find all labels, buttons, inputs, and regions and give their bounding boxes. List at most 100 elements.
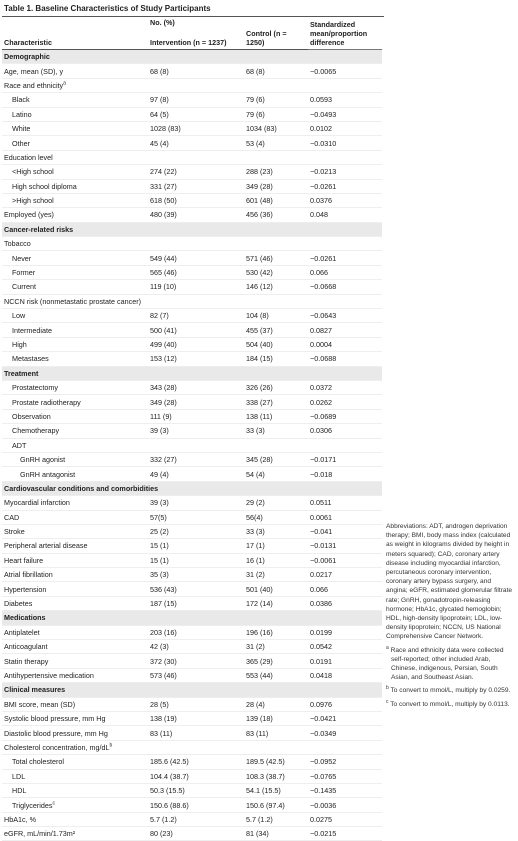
cell: 39 (3) bbox=[148, 495, 244, 511]
cell-text: 499 (40) bbox=[150, 340, 177, 349]
table-row: Antiplatelet 203 (16) 196 (16) 0.0199 bbox=[2, 625, 383, 641]
cell: 1028 (83) bbox=[148, 121, 244, 137]
cell: 187 (15) bbox=[148, 596, 244, 612]
row-label: High school diploma bbox=[2, 179, 148, 194]
cell-text: 504 (40) bbox=[246, 340, 273, 349]
cell: −0.0261 bbox=[308, 250, 383, 266]
row-label: GnRH agonist bbox=[2, 452, 148, 468]
label-text: Latino bbox=[12, 109, 32, 119]
row-label: HbA1c, % bbox=[2, 812, 148, 828]
cell: 53 (4) bbox=[244, 135, 309, 151]
cell: 15 (1) bbox=[148, 538, 244, 554]
cell: 504 (40) bbox=[244, 337, 309, 353]
cell: 29 (2) bbox=[244, 495, 309, 511]
cell-text: 79 (6) bbox=[246, 95, 265, 105]
label-text: CAD bbox=[4, 512, 20, 522]
label-text: Prostate radiotherapy bbox=[12, 397, 81, 407]
cell-text: 35 (3) bbox=[150, 570, 169, 580]
cell: −0.0061 bbox=[308, 553, 383, 569]
cell: 0.048 bbox=[308, 207, 383, 223]
cell bbox=[244, 78, 309, 94]
table-row: Race and ethnicitya bbox=[2, 78, 383, 94]
cell-text: 5.7 (1.2) bbox=[150, 814, 177, 824]
table-row: Statin therapy 372 (30) 365 (29) 0.0191 bbox=[2, 653, 383, 669]
footnote: Abbreviations: ADT, androgen deprivation… bbox=[386, 522, 514, 642]
cell: −0.0131 bbox=[308, 538, 383, 554]
footnote-marker: a bbox=[63, 80, 66, 87]
cell: 138 (11) bbox=[244, 409, 309, 425]
cell: 82 (7) bbox=[148, 308, 244, 324]
cell-text: 64 (5) bbox=[150, 109, 169, 119]
cell: 349 (28) bbox=[244, 179, 309, 194]
row-label: Intermediate bbox=[2, 322, 148, 338]
row-label: Hypertension bbox=[2, 581, 148, 597]
cell: −0.0668 bbox=[308, 279, 383, 295]
cell: 0.066 bbox=[308, 581, 383, 597]
row-label: Age, mean (SD), y bbox=[2, 63, 148, 79]
cell-text: 203 (16) bbox=[150, 627, 177, 637]
cell-text: 0.0306 bbox=[310, 426, 332, 436]
cell-text: 345 (28) bbox=[246, 455, 273, 465]
cell: −0.0689 bbox=[308, 409, 383, 425]
section-label: Treatment bbox=[2, 365, 383, 381]
table-row: Intermediate 500 (41) 455 (37) 0.0827 bbox=[2, 322, 383, 338]
row-label: Chemotherapy bbox=[2, 423, 148, 439]
cell-text: 0.048 bbox=[310, 210, 329, 220]
section-row: Clinical measures bbox=[2, 682, 383, 698]
footnotes: Abbreviations: ADT, androgen deprivation… bbox=[386, 522, 514, 713]
table-row: Tobacco bbox=[2, 236, 383, 252]
cell-text: 39 (3) bbox=[150, 498, 169, 508]
cell-text: −0.018 bbox=[310, 469, 333, 479]
cell-text: −0.0349 bbox=[310, 728, 337, 738]
table-row: HDL 50.3 (15.5) 54.1 (15.5) −0.1435 bbox=[2, 783, 383, 799]
cell-text: 456 (36) bbox=[246, 210, 273, 220]
cell-text: 187 (15) bbox=[150, 599, 177, 609]
cell: 455 (37) bbox=[244, 322, 309, 338]
cell: 79 (6) bbox=[244, 92, 309, 108]
cell-text: 54 (4) bbox=[246, 469, 265, 479]
cell-text: 331 (27) bbox=[150, 181, 177, 191]
cell bbox=[244, 438, 309, 453]
cell: 81 (34) bbox=[244, 826, 309, 841]
cell-text: 17 (1) bbox=[246, 541, 265, 551]
table: No. (%) Standardized mean/proportion dif… bbox=[2, 18, 383, 841]
cell-text: 39 (3) bbox=[150, 426, 169, 436]
cell: 54 (4) bbox=[244, 466, 309, 482]
cell: −0.0643 bbox=[308, 308, 383, 324]
label-text: Diastolic blood pressure, mm Hg bbox=[4, 728, 108, 738]
label-text: Age, mean (SD), y bbox=[4, 66, 64, 76]
table-row: Observation 111 (9) 138 (11) −0.0689 bbox=[2, 409, 383, 425]
footnote-marker: a bbox=[386, 644, 389, 651]
cell-text: 104 (8) bbox=[246, 311, 269, 321]
row-label: Diabetes bbox=[2, 596, 148, 612]
cell-text: 31 (2) bbox=[246, 642, 265, 652]
cell: 35 (3) bbox=[148, 567, 244, 583]
cell: 16 (1) bbox=[244, 553, 309, 569]
cell-text: 338 (27) bbox=[246, 397, 273, 407]
row-label: Peripheral arterial disease bbox=[2, 538, 148, 554]
row-label: Anticoagulant bbox=[2, 639, 148, 655]
row-label: Low bbox=[2, 308, 148, 324]
cell-text: 530 (42) bbox=[246, 268, 273, 278]
cell: −0.0215 bbox=[308, 826, 383, 841]
label-text: Antiplatelet bbox=[4, 627, 40, 637]
label-text: Heart failure bbox=[4, 555, 44, 565]
table-row: Prostatectomy 343 (28) 326 (26) 0.0372 bbox=[2, 380, 383, 396]
cell-text: 349 (28) bbox=[150, 397, 177, 407]
row-label: Race and ethnicitya bbox=[2, 78, 148, 94]
cell-text: 184 (15) bbox=[246, 354, 273, 364]
cell: 68 (8) bbox=[244, 63, 309, 79]
cell-text: 28 (4) bbox=[246, 699, 265, 709]
cell-text: −0.0765 bbox=[310, 771, 337, 781]
row-label: Prostatectomy bbox=[2, 380, 148, 396]
cell-text: 50.3 (15.5) bbox=[150, 786, 185, 796]
footnote-marker: c bbox=[52, 800, 55, 807]
footnote-text: To convert to mmol/L, multiply by 0.0113… bbox=[390, 700, 510, 708]
cell bbox=[244, 236, 309, 252]
cell: 0.0542 bbox=[308, 639, 383, 655]
cell-text: 15 (1) bbox=[150, 541, 169, 551]
cell-text: 53 (4) bbox=[246, 138, 265, 148]
cell: 500 (41) bbox=[148, 322, 244, 338]
row-label: Education level bbox=[2, 150, 148, 166]
cell bbox=[244, 294, 309, 310]
